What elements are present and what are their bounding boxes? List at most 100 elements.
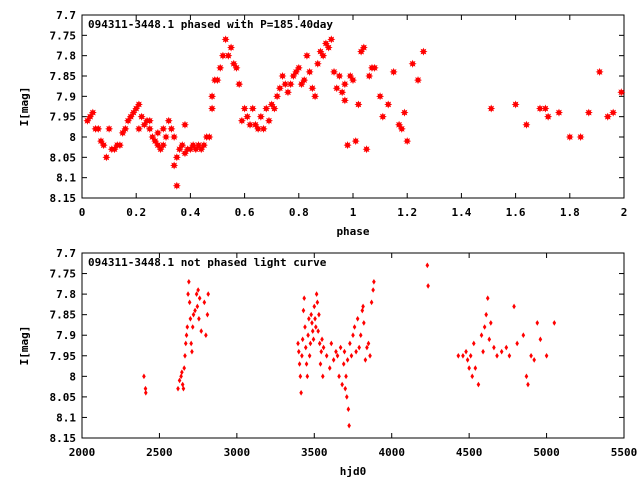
data-point	[302, 295, 307, 302]
data-point	[317, 311, 321, 318]
data-point	[349, 76, 357, 85]
data-point	[167, 124, 176, 133]
x-tick-label: 0.6	[235, 206, 255, 219]
data-point	[617, 88, 626, 97]
data-point	[346, 406, 351, 413]
data-point	[338, 344, 343, 351]
data-point	[465, 357, 470, 363]
phased-chart: 7.7 7.75 7.8 7.85 7.9 7.95 8 8.05 8.1 8.15 0 0.2 0.…	[18, 9, 627, 238]
data-point	[309, 311, 313, 318]
data-point	[294, 63, 303, 72]
x-tick-label: 5500	[611, 446, 638, 459]
data-point	[181, 385, 186, 392]
data-point	[172, 153, 181, 162]
data-point	[102, 153, 111, 162]
data-point	[300, 76, 309, 85]
data-point	[310, 320, 314, 326]
y-tick-label: 8.1	[56, 172, 76, 185]
data-point	[307, 315, 311, 322]
x-tick-label: 3500	[301, 446, 328, 459]
data-point	[316, 328, 320, 334]
data-point	[307, 352, 312, 359]
data-point	[344, 373, 348, 380]
data-point	[507, 352, 512, 359]
data-point	[183, 340, 188, 347]
x-tick-label: 2	[621, 206, 628, 219]
data-point	[204, 332, 208, 339]
data-point	[221, 35, 230, 44]
data-point	[363, 357, 368, 363]
data-point	[324, 352, 329, 359]
data-point	[425, 262, 430, 269]
y-tick-label: 8.05	[50, 151, 77, 164]
data-point	[470, 373, 475, 380]
data-point	[301, 307, 306, 314]
data-point	[337, 373, 341, 380]
y-tick-label: 7.8	[56, 288, 76, 301]
data-point	[232, 63, 241, 72]
data-point	[397, 124, 406, 133]
data-point	[284, 88, 292, 97]
data-point	[300, 352, 304, 359]
data-point	[482, 324, 487, 330]
data-point	[536, 104, 544, 113]
data-point	[327, 365, 332, 371]
data-point	[99, 141, 108, 150]
data-point	[265, 116, 273, 125]
data-point	[311, 336, 316, 343]
data-point	[206, 291, 211, 297]
data-point	[479, 332, 484, 339]
data-point	[254, 124, 263, 133]
data-point	[384, 100, 393, 109]
data-point	[408, 59, 417, 68]
data-point	[298, 373, 303, 380]
data-point	[256, 112, 265, 121]
data-point	[208, 104, 217, 113]
data-point	[321, 373, 325, 380]
data-point	[314, 324, 318, 330]
data-point	[278, 72, 287, 80]
data-point	[137, 112, 146, 121]
data-point	[357, 344, 361, 351]
data-point	[134, 124, 143, 133]
data-point	[603, 112, 612, 121]
data-point	[358, 332, 363, 339]
data-point	[185, 324, 190, 330]
y-tick-label: 8.1	[56, 411, 76, 424]
plot-frame	[81, 252, 625, 439]
x-tick-label: 0	[79, 206, 86, 219]
data-point	[340, 381, 344, 388]
data-point	[213, 76, 222, 85]
y-tick-label: 8.15	[50, 192, 77, 205]
data-point	[199, 141, 208, 150]
data-point	[461, 352, 465, 359]
x-tick-label: 0.2	[126, 206, 146, 219]
data-point	[524, 373, 529, 380]
y-tick-label: 8.15	[50, 432, 77, 445]
data-point	[179, 373, 183, 380]
data-point	[259, 124, 268, 133]
data-point	[121, 124, 130, 133]
data-point	[376, 92, 385, 101]
data-point	[319, 51, 328, 60]
data-point	[348, 340, 352, 347]
data-point	[237, 116, 246, 125]
data-point	[485, 295, 490, 302]
y-tick-label: 7.75	[50, 268, 77, 281]
data-point	[526, 381, 530, 388]
data-point	[354, 100, 363, 109]
data-point	[115, 141, 124, 150]
data-point	[372, 278, 376, 285]
data-point	[303, 344, 308, 351]
data-point	[369, 299, 374, 306]
data-point	[343, 141, 352, 150]
data-point	[187, 299, 192, 306]
data-point	[487, 104, 496, 113]
data-point	[313, 59, 322, 68]
data-point	[319, 348, 324, 355]
data-point	[330, 67, 338, 76]
data-point	[224, 51, 233, 60]
data-point	[186, 291, 190, 297]
chart-title: 094311-3448.1 phased with P=185.40day	[88, 18, 333, 31]
data-point	[552, 320, 557, 326]
